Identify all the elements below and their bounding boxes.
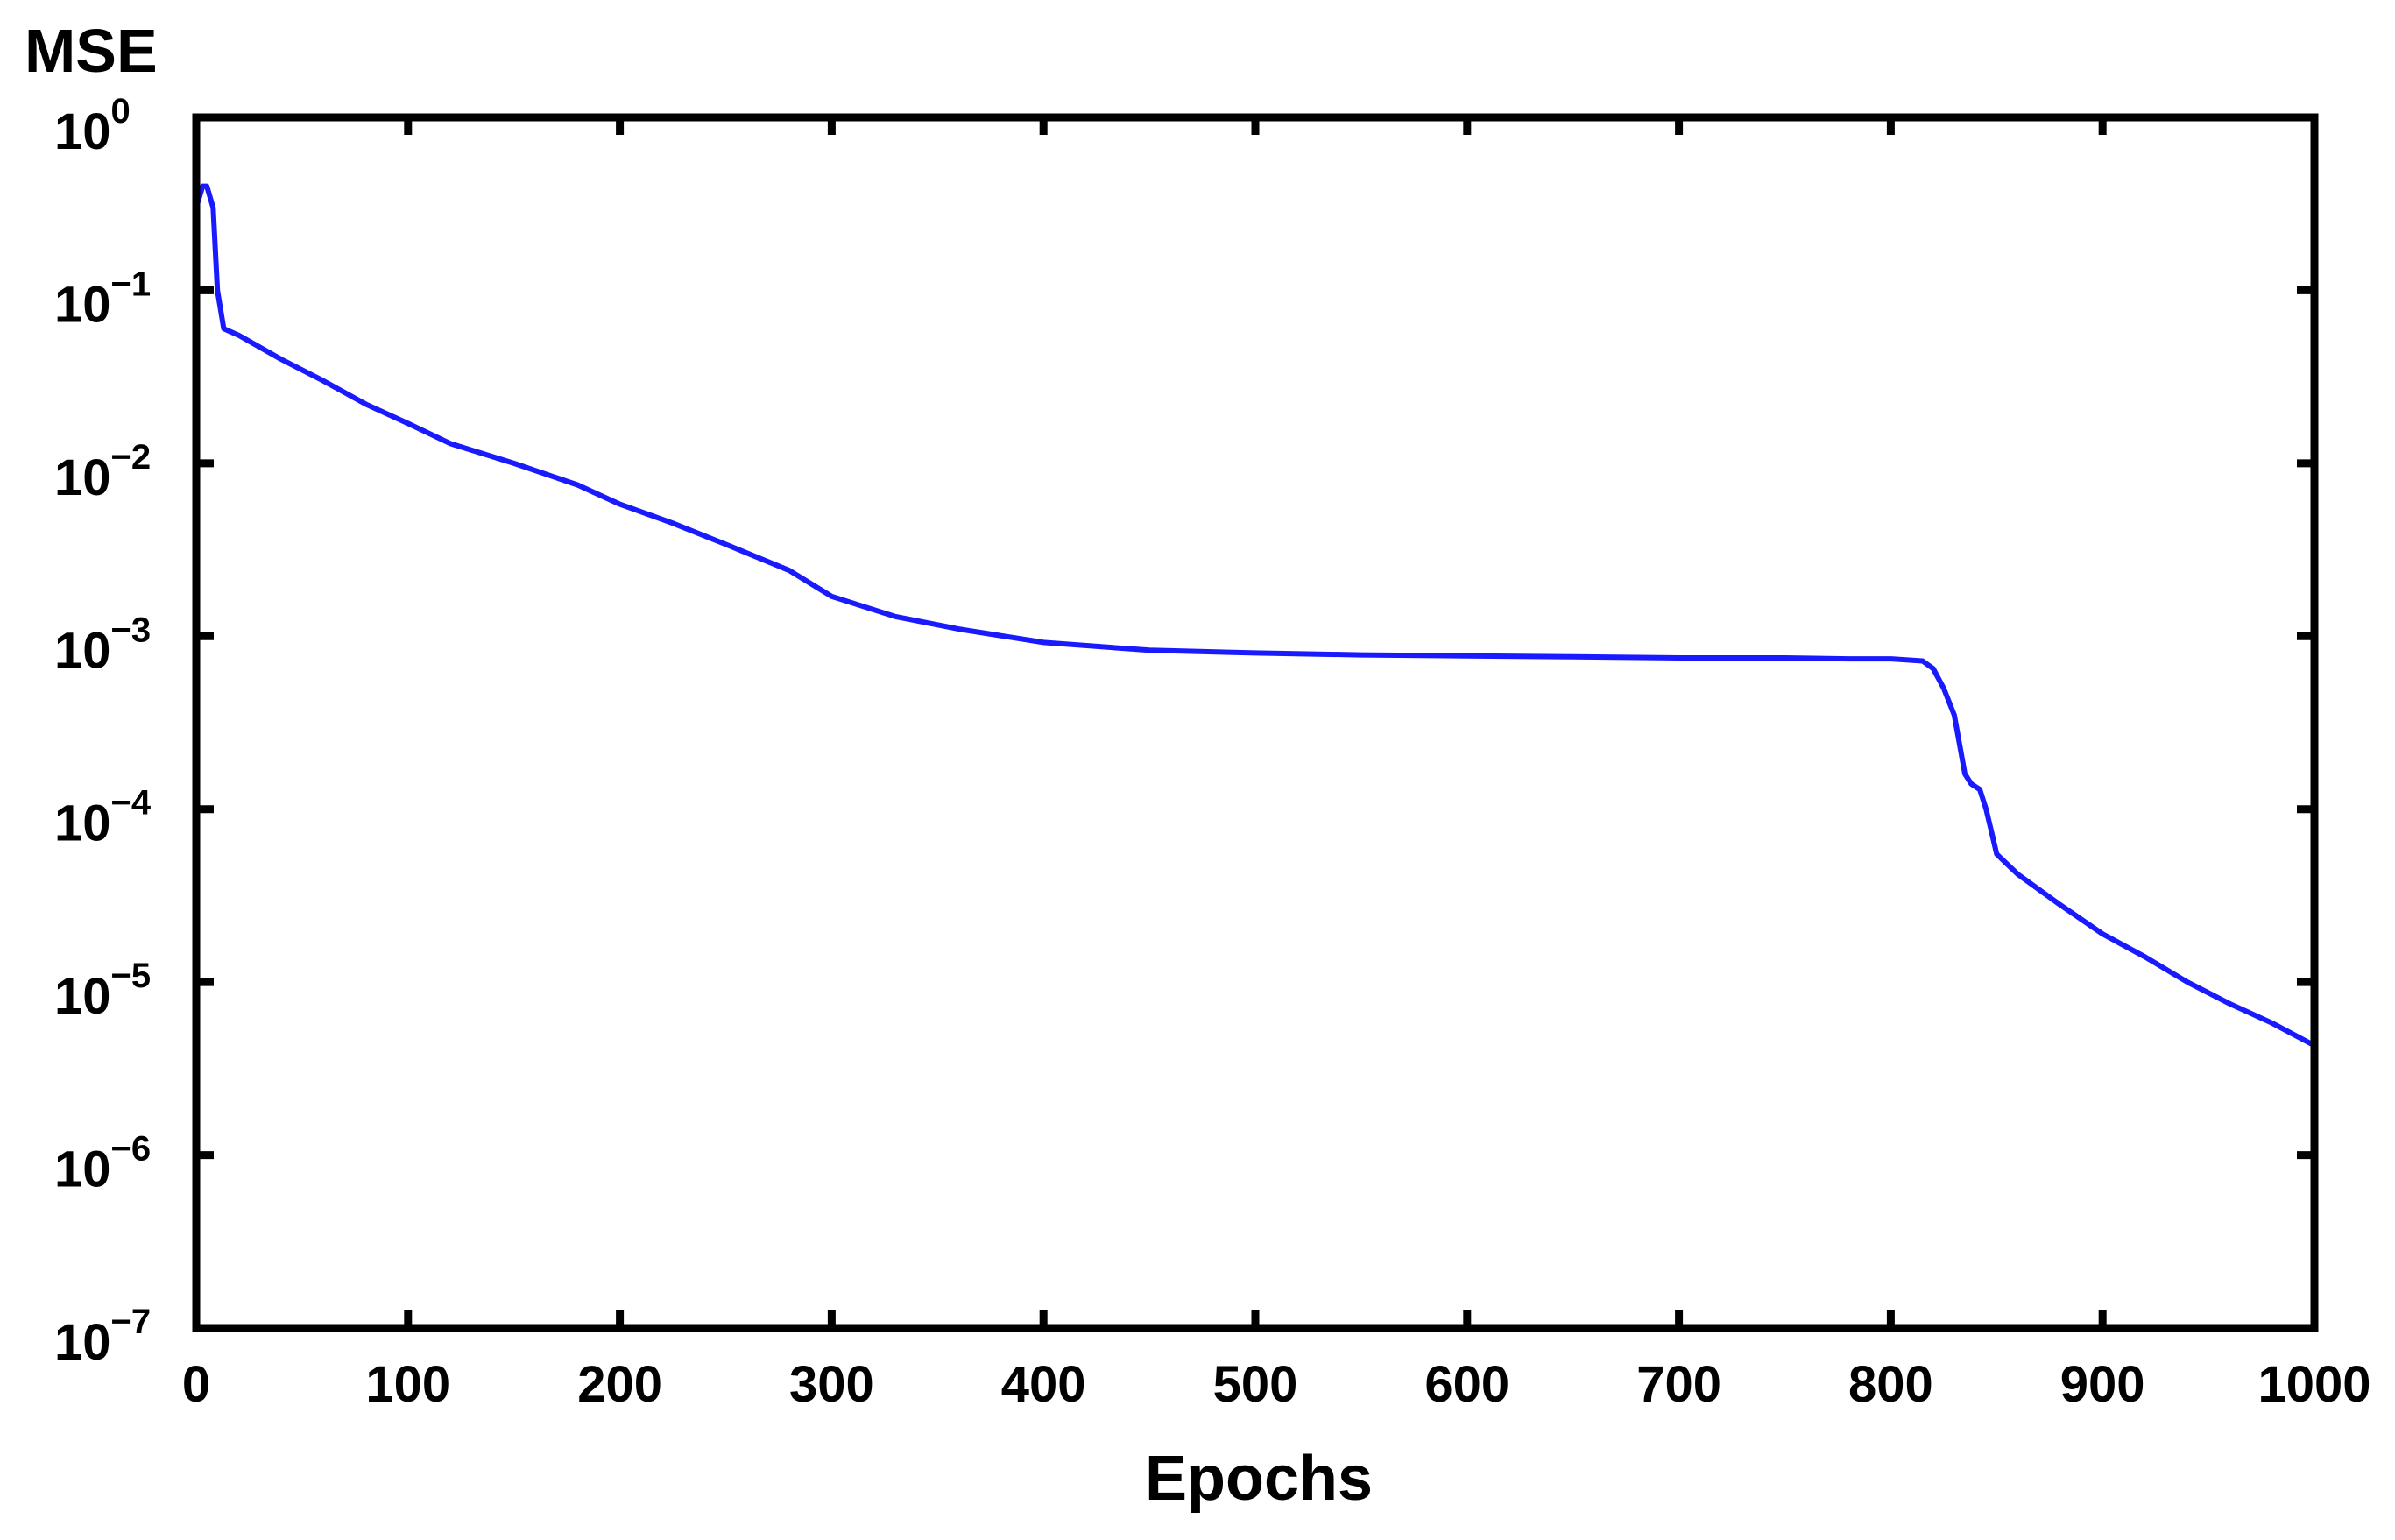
x-tick-label: 400: [1001, 1356, 1086, 1413]
y-axis-ticks: 100 10−1 10−2 10−3 10−4 10−5 10−6 10−7: [54, 92, 2314, 1371]
y-tick-label: 10−5: [54, 957, 151, 1025]
x-tick-label: 300: [789, 1356, 874, 1413]
y-tick-label: 10−1: [54, 265, 151, 333]
series-line-0: [194, 183, 2317, 1049]
y-tick-label: 10−7: [54, 1303, 151, 1371]
x-axis-label: Epochs: [1145, 1444, 1373, 1514]
y-tick-label: 10−2: [54, 438, 151, 506]
x-tick-label: 700: [1636, 1356, 1721, 1413]
x-tick-label: 800: [1848, 1356, 1933, 1413]
x-tick-label: 900: [2060, 1356, 2145, 1413]
x-tick-label: 0: [182, 1356, 210, 1413]
x-tick-label: 100: [365, 1356, 450, 1413]
x-tick-label: 200: [577, 1356, 662, 1413]
y-tick-label: 10−4: [54, 784, 152, 852]
x-tick-label: 500: [1213, 1356, 1298, 1413]
y-axis-label: MSE: [25, 17, 158, 85]
y-tick-label: 100: [54, 92, 131, 160]
x-tick-label: 1000: [2257, 1356, 2370, 1413]
x-tick-label: 600: [1424, 1356, 1509, 1413]
x-axis-ticks: 0 100 200 300 400 500 600 700 800 900 1000: [182, 117, 2371, 1413]
y-tick-label: 10−6: [54, 1130, 151, 1198]
y-tick-label: 10−3: [54, 611, 151, 679]
